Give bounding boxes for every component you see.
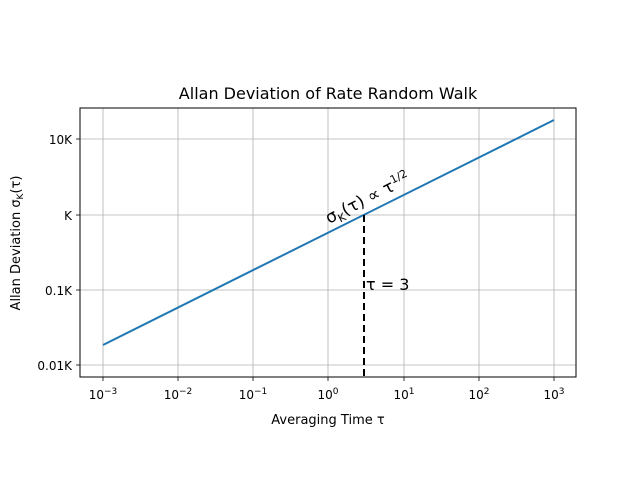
x-tick-labels: 10−3 10−2 10−1 100 101 102 103 bbox=[89, 387, 565, 402]
svg-text:K: K bbox=[64, 209, 73, 223]
grid bbox=[80, 108, 576, 377]
annotation-slope: σK(τ) ∝ τ1/2 bbox=[321, 167, 414, 230]
svg-text:10−3: 10−3 bbox=[89, 387, 118, 402]
svg-text:10−2: 10−2 bbox=[164, 387, 193, 402]
series-line-allan-deviation bbox=[102, 119, 555, 346]
y-axis-label: Allan Deviation σK(τ) bbox=[9, 176, 26, 311]
svg-text:0.01K: 0.01K bbox=[37, 359, 73, 373]
svg-text:101: 101 bbox=[393, 387, 414, 402]
major-ticks bbox=[76, 138, 555, 381]
annotation-tau-3: τ = 3 bbox=[366, 275, 409, 294]
svg-text:100: 100 bbox=[317, 387, 338, 402]
x-axis-label: Averaging Time τ bbox=[271, 413, 385, 428]
svg-text:0.1K: 0.1K bbox=[45, 284, 73, 298]
svg-text:102: 102 bbox=[468, 387, 489, 402]
svg-text:103: 103 bbox=[543, 387, 564, 402]
svg-text:10−1: 10−1 bbox=[239, 387, 268, 402]
y-tick-labels: 10K K 0.1K 0.01K bbox=[37, 133, 73, 373]
chart-title: Allan Deviation of Rate Random Walk bbox=[179, 84, 478, 103]
svg-text:10K: 10K bbox=[49, 133, 73, 147]
